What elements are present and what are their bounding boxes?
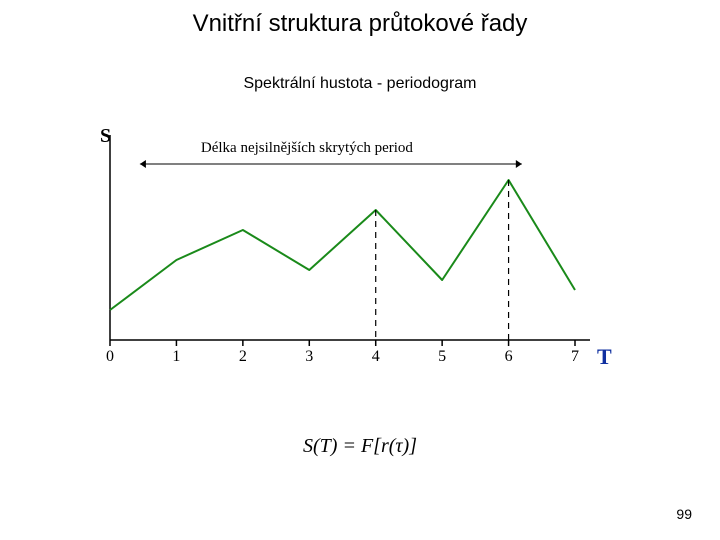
x-tick-label: 4 (372, 348, 380, 366)
x-axis-label: T (597, 344, 612, 370)
y-axis-label: S (100, 125, 111, 148)
x-tick-label: 7 (571, 348, 579, 366)
chart-subtitle: Spektrální hustota - periodogram (0, 75, 720, 93)
x-tick-label: 0 (106, 348, 114, 366)
periodogram-chart: S Délka nejsilnějších skrytých period 01… (75, 130, 615, 380)
x-tick-label: 3 (305, 348, 313, 366)
x-tick-label: 1 (172, 348, 180, 366)
formula-text: S(T) = F[r(τ)] (0, 435, 720, 458)
annotation-text: Délka nejsilnějších skrytých period (201, 140, 413, 157)
chart-svg (75, 130, 615, 380)
page-title: Vnitřní struktura průtokové řady (0, 10, 720, 38)
x-tick-label: 5 (438, 348, 446, 366)
x-tick-label: 2 (239, 348, 247, 366)
page-number: 99 (676, 506, 692, 522)
x-tick-label: 6 (505, 348, 513, 366)
